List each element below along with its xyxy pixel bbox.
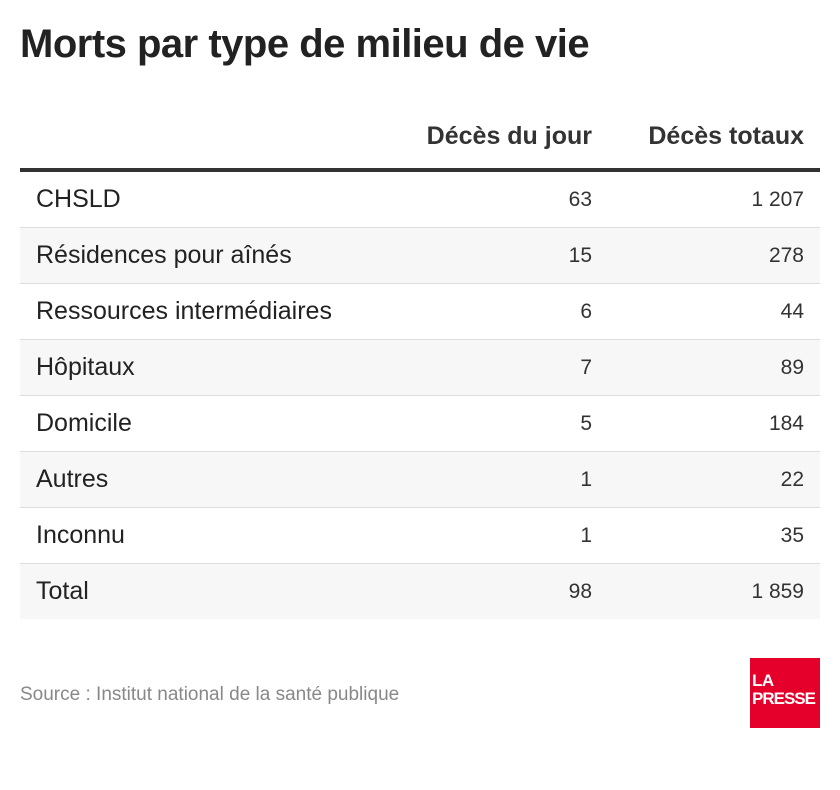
- table-row: Inconnu 1 35: [20, 508, 820, 564]
- daily-deaths-value: 15: [568, 244, 592, 267]
- table-row: Résidences pour aînés 15 278: [20, 228, 820, 284]
- table-header: Décès du jour Décès totaux: [20, 110, 820, 172]
- total-deaths-value: 89: [780, 356, 804, 379]
- table-row: CHSLD 63 1 207: [20, 172, 820, 228]
- row-label: Hôpitaux: [36, 353, 135, 381]
- logo-line-1: LA: [752, 671, 774, 690]
- table-body: CHSLD 63 1 207 Résidences pour aînés 15 278 Re…: [20, 172, 820, 619]
- row-label: Autres: [36, 465, 109, 493]
- daily-deaths-value: 1: [580, 468, 592, 491]
- total-deaths-value: 22: [780, 468, 804, 491]
- row-label: Inconnu: [36, 521, 125, 549]
- row-label: Total: [36, 577, 89, 605]
- table-row: Autres 1 22: [20, 452, 820, 508]
- total-deaths-value: 278: [768, 244, 804, 267]
- daily-deaths-value: 7: [580, 356, 592, 379]
- deaths-table: Décès du jour Décès totaux CHSLD 63 1 207 R…: [20, 110, 820, 619]
- daily-deaths-value: 5: [580, 412, 592, 435]
- total-deaths-value: 184: [768, 412, 804, 435]
- table-row: Ressources intermédiaires 6 44: [20, 284, 820, 340]
- row-label: Ressources intermédiaires: [36, 297, 332, 325]
- source-note: Source : Institut national de la santé p…: [20, 684, 400, 705]
- total-deaths-value: 44: [780, 300, 804, 323]
- table-row: Hôpitaux 7 89: [20, 340, 820, 396]
- daily-deaths-value: 1: [580, 524, 592, 547]
- row-label: CHSLD: [36, 185, 121, 213]
- daily-deaths-value: 6: [580, 300, 592, 323]
- column-header-total-deaths: Décès totaux: [648, 122, 804, 150]
- row-label: Domicile: [36, 409, 132, 437]
- total-deaths-value: 35: [780, 524, 804, 547]
- total-deaths-value: 1 207: [751, 188, 804, 211]
- chart-title: Morts par type de milieu de vie: [20, 22, 590, 66]
- column-header-daily-deaths: Décès du jour: [426, 122, 592, 150]
- la-presse-logo: LA PRESSE: [750, 658, 820, 728]
- row-label: Résidences pour aînés: [36, 241, 292, 269]
- total-deaths-value: 1 859: [751, 580, 804, 603]
- daily-deaths-value: 63: [568, 188, 592, 211]
- table-row: Total 98 1 859: [20, 564, 820, 619]
- logo-line-2: PRESSE: [752, 689, 816, 708]
- table-row: Domicile 5 184: [20, 396, 820, 452]
- daily-deaths-value: 98: [568, 580, 592, 603]
